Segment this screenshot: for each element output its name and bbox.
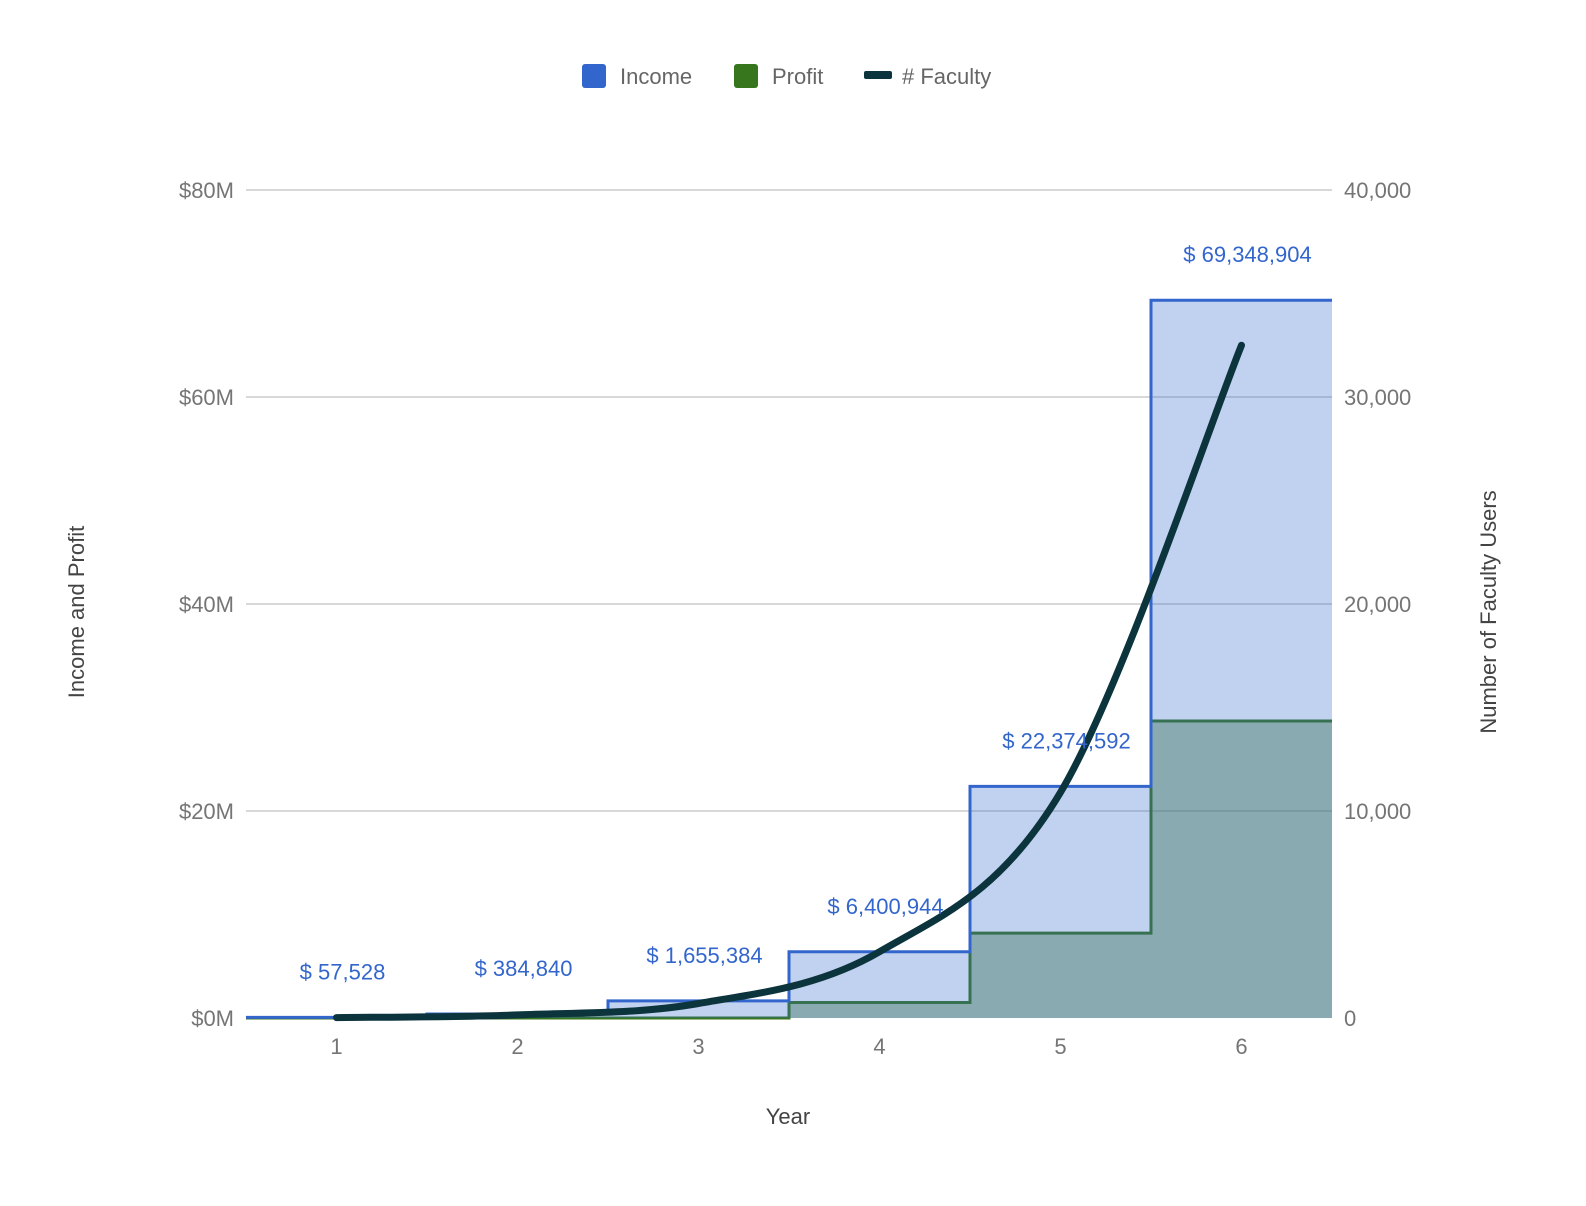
- legend-swatch-income: [582, 64, 606, 88]
- income-data-label: $ 69,348,904: [1183, 242, 1311, 267]
- x-axis-title: Year: [766, 1104, 810, 1129]
- faculty-line: [333, 341, 1245, 1022]
- legend-item-income[interactable]: Income: [582, 64, 692, 89]
- y-tick-label: $80M: [179, 178, 234, 203]
- data-labels: $ 57,528 $ 384,840 $ 1,655,384 $ 6,400,944 $…: [300, 242, 1312, 984]
- y2-axis-ticks: 0 10,000 20,000 30,000 40,000: [1344, 178, 1411, 1031]
- income-data-label: $ 22,374,592: [1002, 728, 1130, 753]
- income-data-label: $ 6,400,944: [827, 894, 943, 919]
- legend-label-profit: Profit: [772, 64, 823, 89]
- x-tick-label: 5: [1054, 1034, 1066, 1059]
- x-tick-label: 6: [1235, 1034, 1247, 1059]
- x-axis-ticks: 1 2 3 4 5 6: [330, 1034, 1247, 1059]
- y2-tick-label: 0: [1344, 1006, 1356, 1031]
- profit-area: [246, 720, 1332, 1018]
- income-data-label: $ 384,840: [475, 956, 573, 981]
- income-area: [246, 300, 1332, 1018]
- legend: Income Profit # Faculty: [582, 64, 991, 89]
- faculty-series: [333, 341, 1245, 1022]
- legend-swatch-profit: [734, 64, 758, 88]
- y2-tick-label: 30,000: [1344, 385, 1411, 410]
- income-data-label: $ 1,655,384: [646, 943, 762, 968]
- income-data-label: $ 57,528: [300, 959, 386, 984]
- legend-item-faculty[interactable]: # Faculty: [864, 64, 991, 89]
- legend-item-profit[interactable]: Profit: [734, 64, 823, 89]
- x-tick-label: 4: [873, 1034, 885, 1059]
- y2-axis-title: Number of Faculty Users: [1476, 490, 1501, 733]
- legend-swatch-faculty: [864, 71, 892, 79]
- x-tick-label: 3: [692, 1034, 704, 1059]
- income-series: [246, 298, 1332, 1019]
- y-tick-label: $20M: [179, 799, 234, 824]
- y-axis-title: Income and Profit: [64, 526, 89, 698]
- x-tick-label: 2: [511, 1034, 523, 1059]
- y-tick-label: $0M: [191, 1006, 234, 1031]
- y2-tick-label: 20,000: [1344, 592, 1411, 617]
- y-tick-label: $40M: [179, 592, 234, 617]
- x-tick-label: 1: [330, 1034, 342, 1059]
- y-tick-label: $60M: [179, 385, 234, 410]
- y-axis-ticks: $0M $20M $40M $60M $80M: [179, 178, 234, 1031]
- legend-label-faculty: # Faculty: [902, 64, 991, 89]
- y2-tick-label: 40,000: [1344, 178, 1411, 203]
- legend-label-income: Income: [620, 64, 692, 89]
- y2-tick-label: 10,000: [1344, 799, 1411, 824]
